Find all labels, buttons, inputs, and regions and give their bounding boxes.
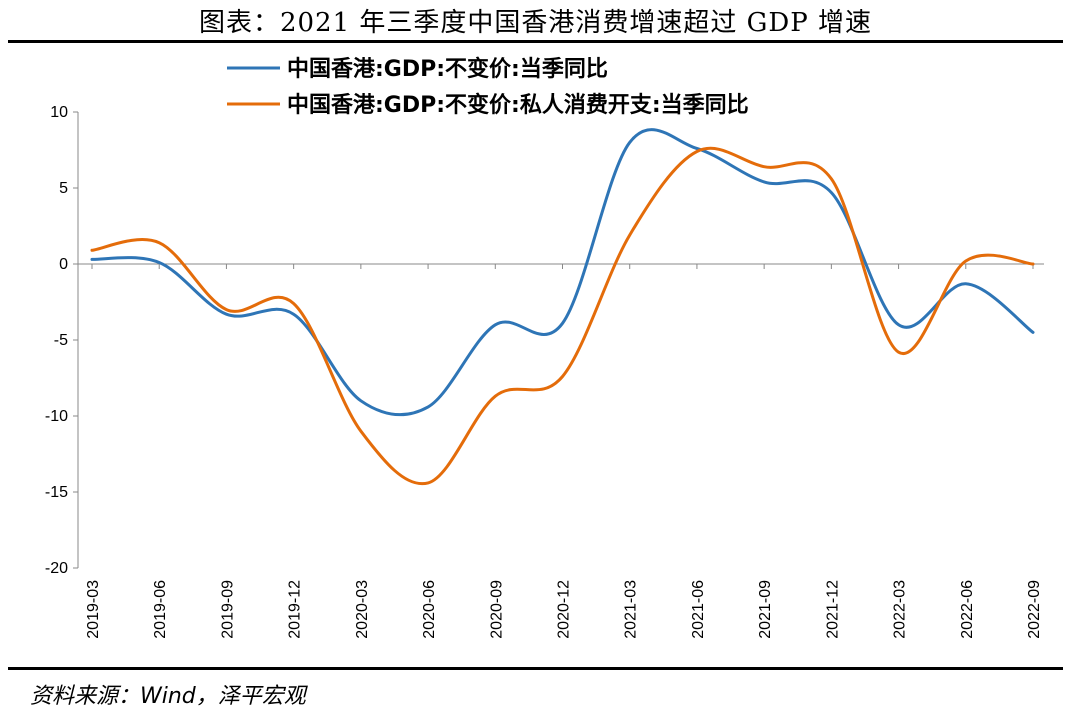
source-rule [8, 667, 1063, 670]
y-tick-label: -10 [45, 408, 68, 425]
x-tick-label: 2022-09 [1026, 580, 1043, 639]
x-tick-label: 2021-03 [623, 580, 640, 639]
axes [73, 111, 1044, 569]
x-tick-label: 2019-09 [219, 580, 236, 639]
x-tick-label: 2020-12 [556, 580, 573, 639]
legend-label-2: 中国香港:GDP:不变价:私人消费开支:当季同比 [287, 92, 749, 118]
x-tick-label: 2020-09 [488, 580, 505, 639]
series-line-1 [90, 128, 1035, 417]
chart-title: 图表：2021 年三季度中国香港消费增速超过 GDP 增速 [198, 8, 873, 38]
line-chart: 10 5 0 -5 -10 -15 -20 2019-03 2019-06 2019-09 2019… [45, 56, 1044, 639]
x-tick-label: 2019-06 [152, 580, 169, 639]
x-tick-label: 2021-06 [690, 580, 707, 639]
source-note: 资料来源：Wind，泽平宏观 [30, 684, 306, 709]
x-tick-label: 2019-03 [85, 580, 102, 639]
series-line-2 [90, 146, 1035, 486]
tick-labels: 10 5 0 -5 -10 -15 -20 2019-03 2019-06 2019-09 2019… [45, 104, 1043, 639]
y-tick-label: 10 [50, 104, 68, 121]
y-tick-label: -5 [54, 332, 68, 349]
y-tick-label: -15 [45, 484, 68, 501]
y-tick-label: 5 [59, 180, 68, 197]
x-tick-label: 2022-06 [959, 580, 976, 639]
x-tick-label: 2020-06 [421, 580, 438, 639]
x-tick-label: 2022-03 [892, 580, 909, 639]
legend: 中国香港:GDP:不变价:当季同比中国香港:GDP:不变价:私人消费开支:当季同… [227, 56, 749, 118]
x-tick-label: 2021-12 [824, 580, 841, 639]
title-rule [8, 40, 1063, 43]
series-lines [90, 128, 1035, 486]
x-tick-label: 2021-09 [757, 580, 774, 639]
x-tick-label: 2020-03 [354, 580, 371, 639]
legend-label-1: 中国香港:GDP:不变价:当季同比 [287, 56, 608, 82]
y-tick-label: 0 [59, 256, 68, 273]
x-tick-label: 2019-12 [287, 580, 304, 639]
y-tick-label: -20 [45, 560, 68, 577]
